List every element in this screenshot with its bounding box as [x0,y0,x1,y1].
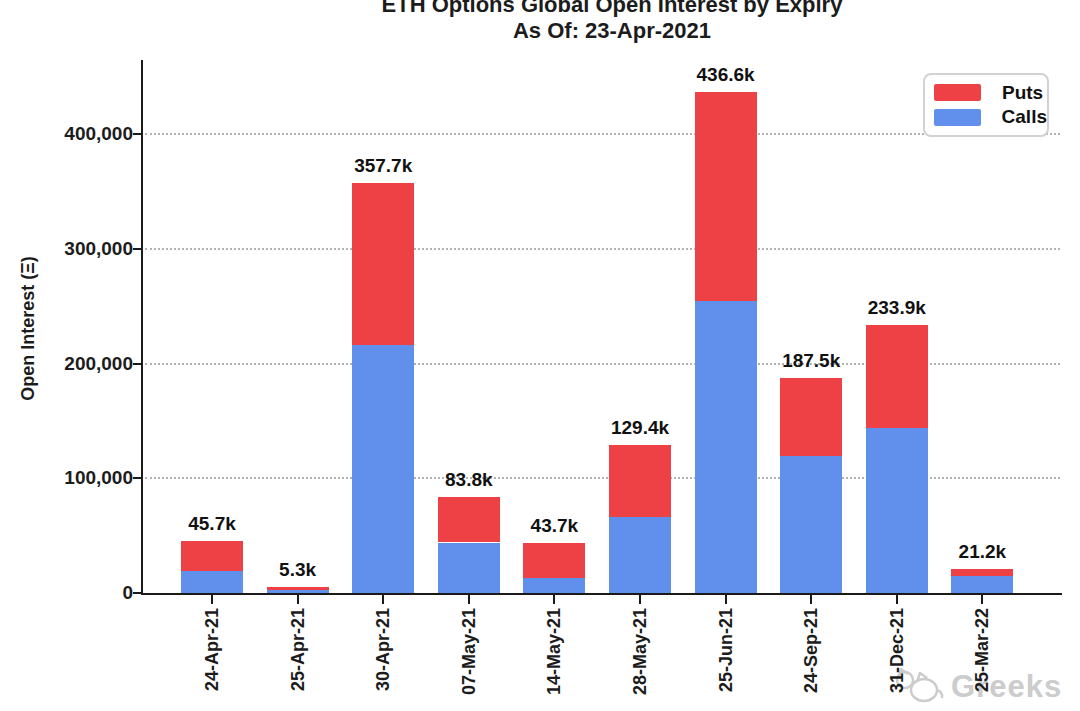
bar-total-label-25-Mar-22: 21.2k [917,541,1047,563]
bar-total-label-14-May-21: 43.7k [489,515,619,537]
x-tick-mark [725,595,727,604]
y-tick-mark [133,363,142,365]
chart-title: ETH Options Global Open Interest by Expi… [147,0,1077,18]
bar-segment-calls-25-Mar-22 [951,576,1013,593]
x-tick-label-30-Apr-21: 30-Apr-21 [370,608,396,691]
bar-segment-calls-28-May-21 [609,517,671,593]
chart-subtitle: As Of: 23-Apr-2021 [147,18,1077,44]
x-axis-spine [141,593,1062,595]
x-tick-label-14-May-21: 14-May-21 [541,608,567,695]
bar-segment-calls-25-Apr-21 [267,590,329,593]
x-tick-label-25-Mar-22: 25-Mar-22 [969,608,995,692]
y-tick-label: 400,000 [3,123,133,145]
bar-segment-calls-14-May-21 [523,578,585,593]
gridline-300000 [145,248,1060,250]
x-tick-label-28-May-21: 28-May-21 [627,608,653,695]
y-tick-label: 300,000 [3,238,133,260]
bar-segment-calls-07-May-21 [438,543,500,593]
x-tick-label-07-May-21: 07-May-21 [456,608,482,695]
y-axis-title: Open Interest (Ξ) [18,239,39,419]
bar-segment-calls-31-Dec-21 [866,428,928,593]
x-tick-label-31-Dec-21: 31-Dec-21 [884,608,910,693]
bar-total-label-25-Jun-21: 436.6k [661,64,791,86]
bar-segment-puts-25-Apr-21 [267,587,329,590]
bar-segment-puts-31-Dec-21 [866,325,928,428]
x-tick-mark [810,595,812,604]
legend-row-calls: Calls [925,106,1047,128]
puts-swatch-icon [934,84,981,101]
x-tick-label-25-Apr-21: 25-Apr-21 [285,608,311,691]
y-tick-label: 200,000 [3,353,133,375]
bar-segment-calls-25-Jun-21 [695,301,757,593]
bar-segment-calls-24-Sep-21 [780,456,842,593]
x-tick-mark [553,595,555,604]
bar-total-label-30-Apr-21: 357.7k [318,155,448,177]
bar-total-label-24-Sep-21: 187.5k [746,350,876,372]
bar-segment-puts-30-Apr-21 [352,183,414,346]
y-axis-spine [141,60,143,595]
bar-segment-puts-24-Sep-21 [780,378,842,457]
bar-segment-puts-14-May-21 [523,543,585,579]
x-tick-mark [297,595,299,604]
x-tick-label-24-Apr-21: 24-Apr-21 [199,608,225,691]
y-tick-label: 0 [3,582,133,604]
x-tick-label-25-Jun-21: 25-Jun-21 [713,608,739,692]
legend-label-calls: Calls [1002,106,1047,128]
x-tick-mark [981,595,983,604]
y-tick-label: 100,000 [3,467,133,489]
watermark-text: Greeks [951,669,1062,705]
bar-total-label-24-Apr-21: 45.7k [147,513,277,535]
x-tick-mark [468,595,470,604]
chart-canvas: ETH Options Global Open Interest by Expi… [0,0,1080,711]
gridline-400000 [145,133,1060,135]
y-tick-mark [133,477,142,479]
bar-total-label-31-Dec-21: 233.9k [832,297,962,319]
bar-total-label-25-Apr-21: 5.3k [233,559,363,581]
y-tick-mark [133,133,142,135]
y-tick-mark [133,248,142,250]
legend: Puts Calls [923,73,1049,137]
x-tick-mark [896,595,898,604]
legend-row-puts: Puts [925,82,1047,104]
x-tick-mark [639,595,641,604]
y-tick-mark [133,592,142,594]
bar-segment-puts-25-Jun-21 [695,92,757,301]
x-tick-mark [211,595,213,604]
bar-total-label-28-May-21: 129.4k [575,417,705,439]
bar-segment-puts-28-May-21 [609,445,671,517]
x-tick-mark [382,595,384,604]
chart-title-block: ETH Options Global Open Interest by Expi… [147,0,1077,44]
bar-total-label-07-May-21: 83.8k [404,469,534,491]
legend-label-puts: Puts [1002,82,1043,104]
x-tick-label-24-Sep-21: 24-Sep-21 [798,608,824,693]
calls-swatch-icon [934,109,981,126]
bar-segment-puts-25-Mar-22 [951,569,1013,577]
